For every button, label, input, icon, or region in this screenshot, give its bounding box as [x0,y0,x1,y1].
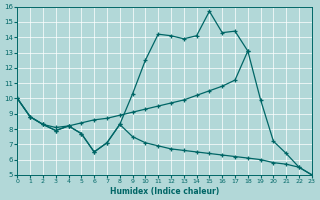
X-axis label: Humidex (Indice chaleur): Humidex (Indice chaleur) [110,187,219,196]
